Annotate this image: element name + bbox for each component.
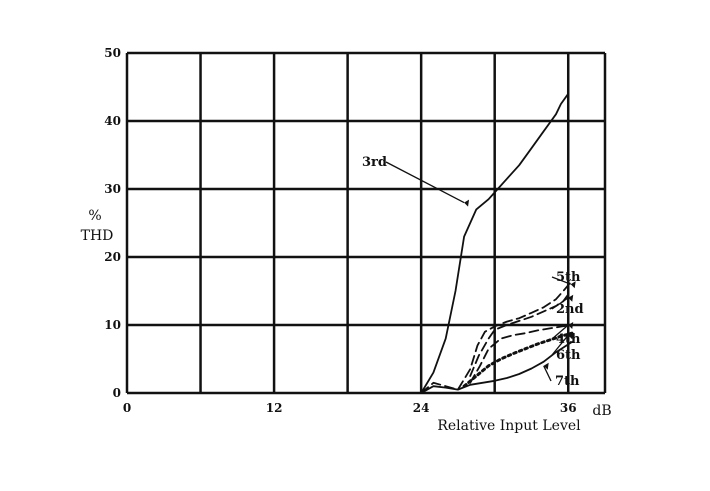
annotation-leader — [385, 161, 465, 204]
annotation-arrowhead — [568, 294, 574, 302]
x-tick-label: 0 — [123, 401, 131, 415]
y-tick-labels: 0 10 20 30 40 50 — [104, 46, 121, 400]
y-tick-label: 10 — [104, 318, 121, 332]
x-tick-label: 24 — [413, 401, 430, 415]
annotation-label-7th: 7th — [555, 374, 580, 389]
annotation-arrowhead — [568, 332, 574, 340]
annotation-label-5th: 5th — [556, 270, 581, 285]
series-line-5th — [420, 279, 573, 394]
annotation-leader — [551, 276, 571, 285]
annotation-label-2nd: 2nd — [556, 302, 584, 317]
y-axis-label-line-2: THD — [81, 228, 114, 244]
annotation-arrowhead — [543, 362, 549, 370]
series-line-4th — [469, 324, 573, 384]
annotation-arrowhead — [464, 199, 470, 207]
x-axis-label: Relative Input Level — [437, 418, 581, 434]
y-tick-label: 40 — [104, 114, 121, 128]
x-tick-labels: 0 12 24 36 — [123, 401, 577, 415]
x-tick-label: 12 — [266, 401, 283, 415]
annotation-label-3rd: 3rd — [362, 155, 387, 170]
annotation-arrowhead — [570, 281, 576, 289]
y-axis-label-line-1: % — [88, 208, 101, 224]
series-line-6th — [462, 331, 574, 388]
y-tick-label: 30 — [104, 182, 121, 196]
gridlines — [125, 51, 607, 395]
series-line-3rd — [420, 92, 570, 394]
series-layer — [420, 92, 574, 394]
y-tick-label: 20 — [104, 250, 121, 264]
annotation-leader — [551, 334, 569, 356]
series-line-7th — [420, 341, 573, 394]
annotation-leader — [551, 297, 569, 310]
y-tick-label: 50 — [104, 46, 121, 60]
x-tick-label: 36 — [560, 401, 577, 415]
annotation-leader — [551, 324, 569, 340]
y-tick-label: 0 — [113, 386, 121, 400]
x-axis-unit: dB — [592, 403, 611, 419]
annotation-leader — [543, 365, 552, 382]
annotation-arrowhead — [568, 322, 574, 329]
annotation-label-6th: 6th — [556, 348, 581, 363]
